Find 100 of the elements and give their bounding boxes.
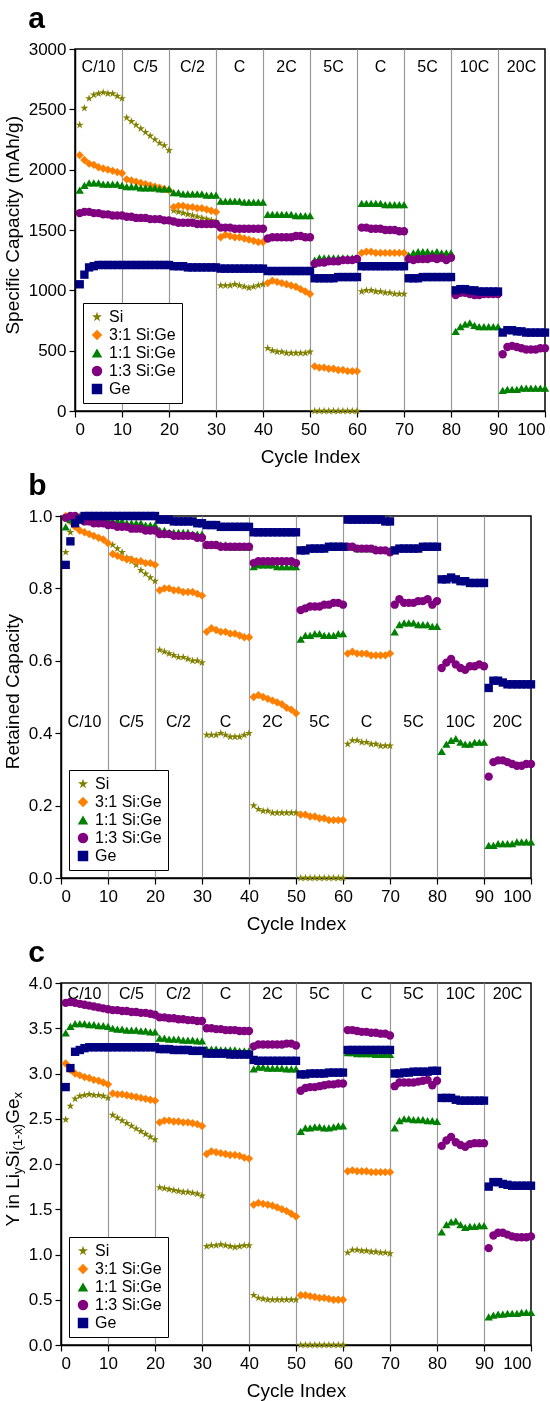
legend-label: Si bbox=[95, 1242, 110, 1259]
annotation: 20C bbox=[492, 713, 523, 731]
y-axis-title: Retained Capacity bbox=[2, 614, 24, 770]
y-tick-label: 3.0 bbox=[28, 1064, 53, 1083]
legend-label: 3:1 Si:Ge bbox=[95, 1260, 162, 1277]
x-tick-label: 70 bbox=[381, 886, 400, 906]
x-tick-label: 10 bbox=[99, 1353, 118, 1373]
annotation: C/5 bbox=[119, 713, 145, 731]
y-tick-label: 1.0 bbox=[28, 1245, 53, 1264]
x-tick-label: 40 bbox=[240, 886, 259, 906]
chart-title: c bbox=[28, 935, 46, 968]
x-tick-label: 100 bbox=[517, 419, 546, 439]
x-tick-label: 50 bbox=[287, 1353, 306, 1373]
chart-title: b bbox=[28, 468, 47, 501]
annotation: 5C bbox=[403, 713, 424, 731]
legend-label: Ge bbox=[109, 380, 131, 397]
annotation: C bbox=[233, 58, 246, 76]
x-tick-label: 90 bbox=[489, 419, 508, 439]
x-tick-label: 80 bbox=[442, 419, 461, 439]
x-tick-label: 20 bbox=[146, 886, 165, 906]
x-tick-label: 10 bbox=[99, 886, 118, 906]
annotation: 5C bbox=[309, 713, 330, 731]
x-tick-label: 30 bbox=[193, 886, 212, 906]
annotation: C/10 bbox=[81, 58, 116, 76]
chart-title: a bbox=[28, 1, 46, 34]
x-tick-label: 30 bbox=[207, 419, 226, 439]
x-tick-label: 90 bbox=[475, 1353, 494, 1373]
x-tick-label: 50 bbox=[287, 886, 306, 906]
x-axis-title: Cycle Index bbox=[246, 912, 347, 934]
x-tick-label: 100 bbox=[503, 1353, 532, 1373]
legend-label: 1:3 Si:Ge bbox=[95, 829, 162, 846]
annotation: 5C bbox=[309, 984, 330, 1002]
y-tick-label: 4.0 bbox=[28, 973, 53, 993]
x-tick-label: 10 bbox=[113, 419, 132, 439]
y-tick-label: 500 bbox=[38, 341, 67, 361]
y-tick-label: 2.5 bbox=[28, 1109, 53, 1129]
annotation: C bbox=[374, 58, 387, 76]
y-tick-label: 1.0 bbox=[28, 506, 53, 526]
annotation: C/5 bbox=[133, 58, 159, 76]
y-tick-label: 1500 bbox=[28, 220, 67, 240]
x-tick-label: 20 bbox=[160, 419, 179, 439]
annotation: C bbox=[219, 984, 232, 1002]
x-tick-label: 80 bbox=[428, 886, 447, 906]
y-tick-label: 2000 bbox=[28, 160, 67, 180]
x-tick-label: 40 bbox=[240, 1353, 259, 1373]
legend-label: 1:1 Si:Ge bbox=[95, 1278, 162, 1295]
x-tick-label: 100 bbox=[503, 886, 532, 906]
annotation: C/2 bbox=[166, 984, 192, 1002]
x-tick-label: 20 bbox=[146, 1353, 165, 1373]
y-tick-label: 1000 bbox=[28, 280, 67, 300]
x-tick-label: 60 bbox=[334, 1353, 353, 1373]
annotation: C bbox=[219, 713, 232, 731]
legend-label: Si bbox=[95, 775, 110, 792]
y-tick-label: 2500 bbox=[28, 99, 67, 119]
legend-label: 1:1 Si:Ge bbox=[109, 344, 176, 361]
y-tick-label: 0.4 bbox=[28, 723, 53, 743]
legend-label: Ge bbox=[95, 1314, 117, 1331]
legend-label: 3:1 Si:Ge bbox=[95, 793, 162, 810]
legend-label: Si bbox=[109, 308, 124, 325]
annotation: 5C bbox=[323, 58, 344, 76]
y-tick-label: 1.5 bbox=[28, 1199, 53, 1219]
annotation: C bbox=[360, 984, 373, 1002]
x-tick-label: 90 bbox=[475, 886, 494, 906]
x-tick-label: 70 bbox=[395, 419, 414, 439]
annotation: 10C bbox=[459, 58, 490, 76]
annotation: 2C bbox=[276, 58, 297, 76]
annotation: 5C bbox=[417, 58, 438, 76]
annotation: C/10 bbox=[67, 713, 102, 731]
annotation: C/10 bbox=[67, 984, 102, 1002]
x-tick-label: 70 bbox=[381, 1353, 400, 1373]
x-axis-title: Cycle Index bbox=[246, 1379, 347, 1401]
x-tick-label: 60 bbox=[348, 419, 367, 439]
y-tick-label: 0.8 bbox=[28, 578, 53, 598]
x-tick-label: 60 bbox=[334, 886, 353, 906]
annotation: 10C bbox=[445, 984, 476, 1002]
x-tick-label: 80 bbox=[428, 1353, 447, 1373]
legend-label: 1:1 Si:Ge bbox=[95, 811, 162, 828]
annotation: 5C bbox=[403, 984, 424, 1002]
x-tick-label: 0 bbox=[75, 419, 85, 439]
y-tick-label: 0.6 bbox=[28, 651, 53, 671]
y-tick-label: 0.2 bbox=[28, 796, 53, 816]
y-tick-label: 0 bbox=[57, 401, 67, 421]
annotation: C/2 bbox=[166, 713, 192, 731]
annotation: C/2 bbox=[180, 58, 206, 76]
x-tick-label: 50 bbox=[301, 419, 320, 439]
annotation: 2C bbox=[262, 713, 283, 731]
legend-label: 3:1 Si:Ge bbox=[109, 326, 176, 343]
annotation: 20C bbox=[492, 984, 523, 1002]
y-tick-label: 3.5 bbox=[28, 1018, 53, 1038]
annotation: C/5 bbox=[119, 984, 145, 1002]
annotation: 20C bbox=[506, 58, 537, 76]
y-tick-label: 0.0 bbox=[28, 1335, 53, 1355]
legend-label: 1:3 Si:Ge bbox=[95, 1296, 162, 1313]
legend-label: Ge bbox=[95, 847, 117, 864]
y-tick-label: 0.0 bbox=[28, 868, 53, 888]
x-axis-title: Cycle Index bbox=[260, 445, 361, 467]
legend-label: 1:3 Si:Ge bbox=[109, 362, 176, 379]
annotation: C bbox=[360, 713, 373, 731]
y-axis-title: Specific Capacity (mAh/g) bbox=[2, 115, 24, 335]
x-tick-label: 30 bbox=[193, 1353, 212, 1373]
